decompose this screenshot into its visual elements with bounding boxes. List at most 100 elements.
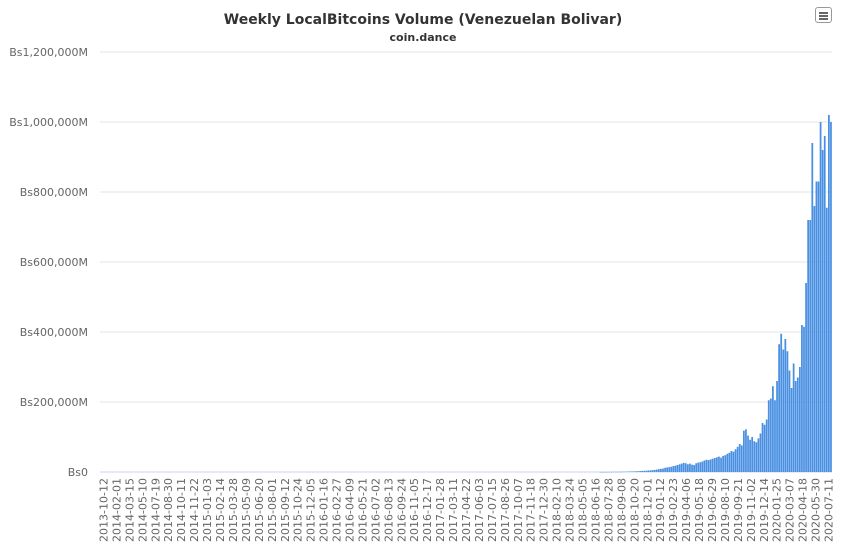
bar[interactable] — [747, 435, 749, 472]
bar[interactable] — [767, 400, 770, 472]
bar[interactable] — [734, 449, 737, 472]
bar[interactable] — [633, 471, 635, 472]
bar[interactable] — [792, 363, 795, 473]
bar[interactable] — [736, 446, 739, 472]
chart-menu-button[interactable] — [815, 7, 832, 23]
bar[interactable] — [657, 469, 660, 472]
bar[interactable] — [684, 463, 687, 472]
bar[interactable] — [707, 460, 710, 472]
bar[interactable] — [666, 467, 669, 472]
bar[interactable] — [662, 468, 664, 473]
bar[interactable] — [830, 122, 832, 472]
bar[interactable] — [645, 470, 648, 472]
bar[interactable] — [651, 470, 654, 472]
bar[interactable] — [668, 467, 671, 472]
bar[interactable] — [772, 386, 774, 472]
bar[interactable] — [801, 325, 803, 472]
bar[interactable] — [726, 453, 729, 472]
x-tick-label: 2016-05-21 — [356, 478, 369, 542]
bar[interactable] — [774, 400, 776, 472]
bar[interactable] — [778, 344, 780, 472]
bar[interactable] — [647, 470, 650, 473]
bar[interactable] — [674, 465, 677, 472]
bar[interactable] — [749, 439, 751, 472]
bar[interactable] — [697, 462, 700, 472]
bar[interactable] — [807, 220, 810, 472]
bar[interactable] — [635, 471, 637, 472]
bar[interactable] — [782, 349, 785, 473]
bar[interactable] — [689, 463, 691, 472]
bar[interactable] — [823, 136, 826, 472]
bar[interactable] — [695, 463, 698, 472]
bar[interactable] — [755, 442, 758, 472]
bar[interactable] — [641, 470, 644, 472]
bar[interactable] — [769, 398, 772, 473]
bar[interactable] — [813, 206, 816, 472]
bar[interactable] — [716, 457, 718, 472]
bar[interactable] — [670, 466, 673, 472]
bar[interactable] — [740, 445, 743, 472]
bar[interactable] — [757, 438, 760, 472]
bar[interactable] — [664, 467, 666, 472]
bar[interactable] — [794, 381, 797, 472]
bar[interactable] — [817, 181, 820, 473]
bar[interactable] — [687, 464, 689, 472]
bar[interactable] — [637, 471, 639, 472]
bar[interactable] — [780, 333, 783, 472]
bar[interactable] — [796, 377, 799, 473]
bar[interactable] — [691, 464, 693, 472]
bar[interactable] — [722, 455, 725, 472]
bar[interactable] — [786, 351, 789, 472]
bar[interactable] — [753, 441, 756, 472]
bar[interactable] — [815, 181, 818, 473]
bar[interactable] — [732, 451, 735, 472]
bar[interactable] — [790, 388, 793, 472]
bar[interactable] — [639, 471, 642, 472]
bar[interactable] — [763, 424, 766, 472]
bar[interactable] — [730, 451, 733, 472]
bar[interactable] — [745, 429, 747, 472]
bar[interactable] — [803, 326, 805, 472]
bar[interactable] — [805, 283, 807, 472]
bar[interactable] — [728, 452, 731, 472]
bar[interactable] — [631, 471, 633, 472]
bar[interactable] — [759, 433, 762, 473]
bar[interactable] — [724, 455, 727, 472]
bar[interactable] — [693, 465, 695, 472]
bar[interactable] — [705, 459, 708, 472]
bar[interactable] — [680, 463, 683, 472]
bar[interactable] — [738, 444, 741, 472]
bar[interactable] — [742, 430, 745, 472]
bar[interactable] — [784, 339, 787, 472]
bar[interactable] — [699, 462, 702, 472]
hamburger-menu-icon — [819, 12, 828, 14]
bar[interactable] — [643, 470, 646, 472]
bar[interactable] — [672, 466, 675, 472]
bar[interactable] — [720, 457, 722, 472]
bar[interactable] — [676, 465, 679, 472]
bar[interactable] — [798, 367, 801, 472]
bar[interactable] — [811, 143, 814, 472]
bar[interactable] — [828, 115, 830, 472]
bar[interactable] — [788, 370, 791, 473]
bar[interactable] — [819, 122, 822, 472]
bar[interactable] — [761, 423, 764, 472]
bar[interactable] — [653, 469, 656, 472]
bar[interactable] — [703, 460, 706, 472]
bar[interactable] — [660, 468, 662, 472]
bar[interactable] — [655, 469, 658, 472]
bar[interactable] — [678, 464, 681, 472]
bar[interactable] — [809, 220, 812, 472]
bar[interactable] — [821, 150, 824, 472]
bar[interactable] — [682, 462, 685, 472]
bar[interactable] — [711, 458, 714, 472]
bar[interactable] — [713, 458, 716, 472]
bar[interactable] — [776, 381, 778, 472]
bar[interactable] — [701, 461, 704, 473]
bar[interactable] — [765, 419, 768, 473]
bar[interactable] — [751, 437, 754, 472]
bar[interactable] — [825, 207, 828, 472]
bar[interactable] — [649, 470, 652, 472]
bar[interactable] — [718, 456, 720, 472]
bar[interactable] — [709, 459, 712, 472]
